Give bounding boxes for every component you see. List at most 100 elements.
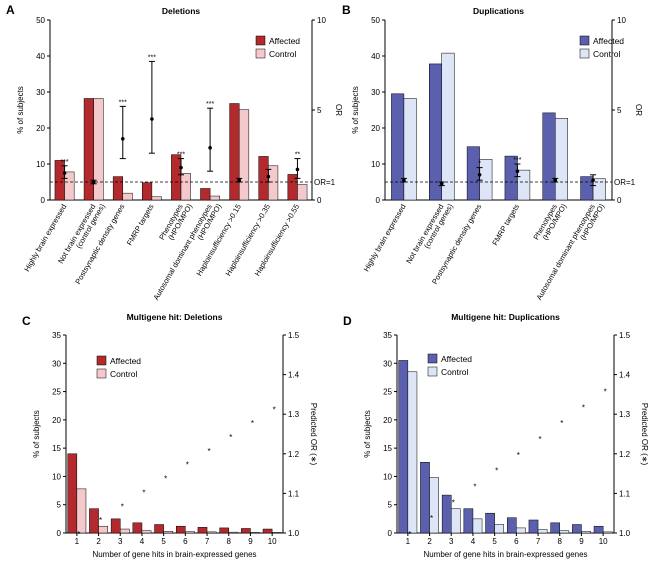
bar-control	[250, 532, 260, 534]
legend-label-affected: Affected	[269, 36, 300, 46]
bar-affected	[83, 98, 94, 201]
predicted-or-marker: *	[121, 502, 124, 511]
bar-affected	[572, 524, 582, 534]
bar-control	[238, 109, 250, 201]
chart-title: Deletions	[162, 6, 201, 16]
x-tick-label: 8	[558, 537, 563, 546]
significance-label: ***	[60, 159, 68, 166]
bar-control	[537, 529, 548, 534]
bar-affected	[580, 176, 594, 201]
x-tick-label: 9	[248, 537, 253, 546]
or-point	[208, 146, 212, 150]
y2-tick-label: 5	[617, 106, 622, 115]
predicted-or-marker: *	[186, 461, 189, 470]
bar-control	[185, 531, 195, 534]
bar-control	[93, 98, 104, 201]
bar-affected	[466, 146, 480, 201]
bar-control	[209, 195, 220, 201]
or-point	[439, 182, 444, 186]
bar-affected	[197, 527, 208, 534]
y2-tick-label: 10	[317, 16, 326, 25]
y2-axis-label: Predicted OR (∗)	[309, 403, 318, 466]
x-tick-label: 7	[536, 537, 541, 546]
y2-tick-label: 1.3	[288, 410, 300, 419]
bar-affected	[200, 188, 211, 201]
significance-label: ***	[206, 101, 214, 108]
legend-label-affected: Affected	[110, 356, 141, 366]
y-tick-label: 35	[383, 331, 392, 340]
panel-letter: C	[22, 314, 31, 328]
y-tick-label: 10	[52, 472, 61, 481]
x-tick-label: 2	[427, 537, 432, 546]
y-tick-label: 0	[41, 196, 46, 205]
y2-tick-label: 10	[617, 16, 626, 25]
y2-tick-label: 5	[317, 106, 322, 115]
reference-line-label: OR=1	[614, 178, 636, 187]
predicted-or-marker: *	[229, 433, 232, 442]
bar-affected	[398, 360, 409, 534]
bar-control	[403, 98, 417, 201]
predicted-or-marker: *	[452, 498, 455, 507]
bar-control	[479, 159, 493, 201]
y-tick-label: 20	[36, 124, 45, 133]
bar-control	[472, 518, 483, 534]
bar-affected	[132, 522, 143, 534]
y2-axis-label: OR	[334, 104, 343, 116]
bar-affected	[241, 528, 251, 534]
y-tick-label: 25	[383, 388, 392, 397]
predicted-or-marker: *	[430, 514, 433, 523]
bar-control	[581, 531, 591, 534]
y-tick-label: 15	[383, 444, 392, 453]
bar-affected	[441, 494, 452, 534]
y-tick-label: 5	[388, 501, 393, 510]
predicted-or-marker: *	[582, 403, 585, 412]
legend-label-affected: Affected	[593, 36, 624, 46]
bar-control	[163, 531, 174, 534]
or-point	[120, 137, 125, 141]
panel-letter: B	[342, 3, 351, 17]
y-tick-label: 15	[52, 444, 61, 453]
bar-affected	[542, 112, 556, 201]
predicted-or-marker: *	[99, 516, 102, 525]
bar-control	[407, 371, 418, 534]
bar-control	[516, 527, 526, 534]
x-axis-label: Number of gene hits in brain-expressed g…	[92, 550, 256, 559]
category-label-line: Not brain expressed	[404, 203, 445, 266]
predicted-or-marker: *	[142, 488, 145, 497]
predicted-or-marker: *	[273, 405, 276, 414]
bar-affected	[171, 154, 182, 201]
y-tick-label: 30	[36, 88, 45, 97]
bar-affected	[54, 160, 65, 201]
bar-affected	[262, 528, 273, 534]
panel-c: C Multigene hit: Deletions05101520253035%…	[22, 312, 318, 559]
legend-swatch-control	[255, 48, 266, 59]
bar-control	[297, 184, 308, 201]
y-tick-label: 25	[52, 388, 61, 397]
category-label: FMRP targets	[490, 202, 521, 247]
predicted-or-marker: *	[207, 447, 210, 456]
significance-label: ***	[119, 99, 127, 106]
legend-swatch-affected	[255, 35, 266, 46]
x-tick-label: 10	[268, 537, 277, 546]
bar-affected	[89, 508, 99, 534]
or-point	[179, 165, 183, 170]
y-tick-label: 35	[52, 331, 61, 340]
y2-tick-label: 0	[617, 196, 622, 205]
bar-affected	[175, 525, 186, 534]
y2-axis-label: Predicted OR (∗)	[640, 403, 649, 466]
predicted-or-marker: *	[77, 530, 80, 539]
or-point	[477, 173, 482, 177]
x-tick-label: 2	[96, 537, 101, 546]
legend-swatch-control	[96, 368, 107, 379]
x-axis-label: Number of gene hits in brain-expressed g…	[423, 550, 587, 559]
bar-control	[122, 192, 133, 201]
legend-swatch-affected	[427, 353, 438, 364]
or-point	[515, 169, 520, 173]
bar-affected	[219, 527, 230, 534]
y2-tick-label: 1.2	[619, 450, 631, 459]
bar-control	[76, 488, 87, 534]
chart-title: Multigene hit: Deletions	[127, 312, 223, 322]
legend-swatch-control	[427, 366, 438, 377]
y-tick-label: 5	[57, 501, 62, 510]
x-tick-label: 4	[471, 537, 476, 546]
